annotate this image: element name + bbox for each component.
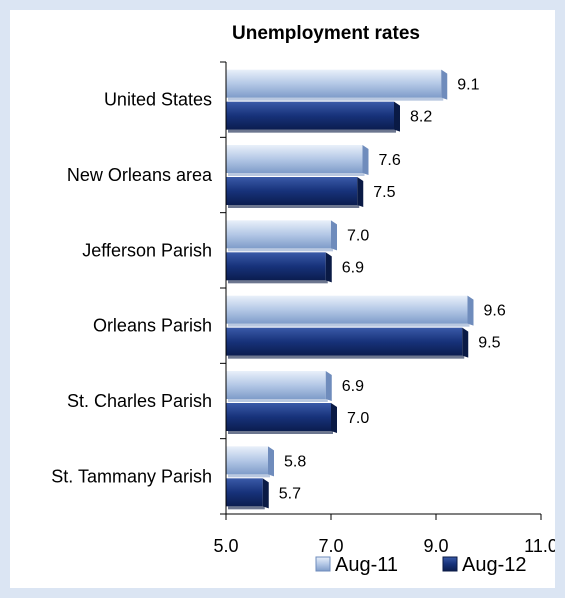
bar-aug-12 [226, 327, 463, 356]
bar-shadow [228, 399, 328, 402]
x-tick-label: 9.0 [423, 536, 448, 556]
bar-end-cap [331, 403, 337, 433]
data-label: 6.9 [342, 259, 364, 276]
bar-aug-11 [226, 220, 331, 249]
bar-end-cap [467, 295, 474, 326]
bar-shadow [228, 280, 328, 284]
bar-shadow [228, 506, 265, 510]
bar-aug-11 [226, 145, 363, 173]
category-label: St. Tammany Parish [51, 466, 212, 486]
legend-swatch [315, 556, 331, 572]
bar-end-cap [357, 177, 364, 207]
legend-label: Aug-11 [335, 554, 398, 576]
bar-shadow [228, 248, 333, 252]
category-label: St. Charles Parish [67, 391, 212, 411]
bar-chart: Unemployment rates 9.1 8.2 7.6 7.5 7.0 6.9 9.6… [51, 23, 555, 576]
data-label: 8.2 [410, 109, 432, 126]
category-label: New Orleans area [67, 165, 213, 185]
chart-panel: Unemployment rates 9.1 8.2 7.6 7.5 7.0 6.9 9.6… [10, 10, 555, 588]
bar-shadow [228, 173, 365, 176]
bar-end-cap [462, 327, 469, 358]
chart-title: Unemployment rates [232, 23, 420, 44]
bar-end-cap [394, 101, 400, 132]
bar-aug-12 [226, 403, 331, 431]
bar-aug-12 [226, 478, 263, 507]
bar-end-cap [262, 478, 269, 509]
bar-shadow [228, 431, 333, 434]
x-tick-label: 7.0 [318, 536, 343, 556]
bar-end-cap [441, 69, 448, 100]
legend-swatch [442, 556, 458, 572]
bar-end-cap [331, 220, 337, 251]
data-label: 7.6 [379, 152, 401, 169]
bar-shadow [228, 355, 465, 359]
bar-end-cap [362, 145, 369, 175]
data-label: 6.9 [342, 378, 364, 395]
data-label: 5.7 [279, 485, 301, 502]
bar-shadow [228, 205, 360, 208]
bar-aug-11 [226, 446, 268, 475]
bar-aug-12 [226, 177, 358, 205]
data-label: 7.0 [347, 410, 369, 427]
data-label: 7.5 [373, 184, 395, 201]
bar-aug-11 [226, 69, 442, 98]
bar-end-cap [325, 371, 332, 401]
category-label: United States [104, 90, 212, 110]
bar-shadow [228, 129, 396, 133]
bar-aug-12 [226, 252, 326, 281]
x-tick-label: 5.0 [213, 536, 238, 556]
bar-end-cap [325, 252, 332, 283]
bar-aug-12 [226, 101, 394, 130]
category-label: Orleans Parish [93, 316, 212, 336]
x-tick-label: 11.0 [524, 536, 555, 556]
data-label: 5.8 [284, 453, 306, 470]
bar-aug-11 [226, 295, 468, 324]
data-label: 7.0 [347, 227, 369, 244]
bar-shadow [228, 474, 270, 478]
data-label: 9.6 [484, 303, 506, 320]
data-label: 9.1 [457, 77, 479, 94]
legend-label: Aug-12 [462, 554, 527, 576]
bar-shadow [228, 97, 444, 101]
bar-aug-11 [226, 371, 326, 399]
category-label: Jefferson Parish [82, 240, 212, 260]
bar-end-cap [268, 446, 274, 477]
bar-shadow [228, 323, 470, 327]
data-label: 9.5 [478, 335, 500, 352]
